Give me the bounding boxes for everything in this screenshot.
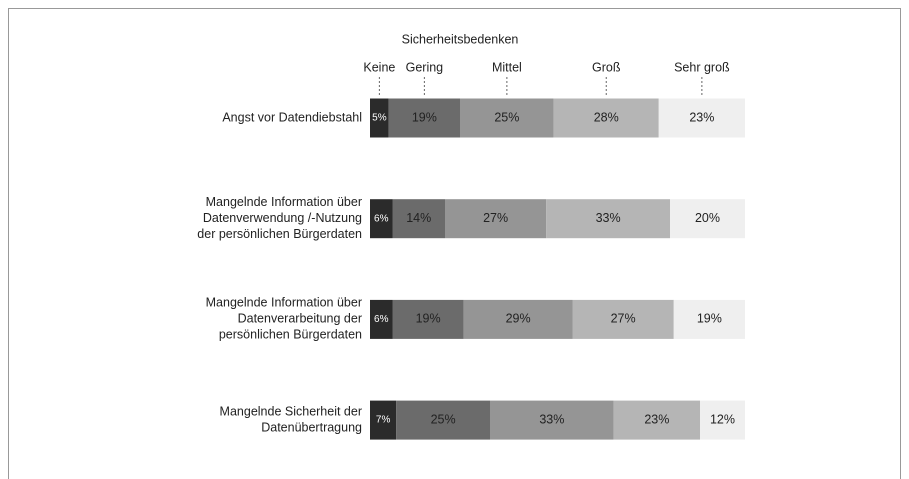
category-label: Mangelnde Sicherheit der — [220, 404, 362, 418]
value-label: 29% — [506, 312, 531, 326]
bar-segment — [370, 299, 393, 339]
value-label: 27% — [483, 211, 508, 225]
frame — [8, 8, 901, 479]
value-label: 25% — [494, 110, 519, 124]
value-label: 19% — [697, 312, 722, 326]
bar-segment — [700, 400, 745, 440]
bar-segment — [546, 199, 670, 239]
legend-label: Groß — [592, 60, 621, 74]
bar-segment — [396, 400, 490, 440]
bar-segment — [463, 299, 573, 339]
value-label: 20% — [695, 211, 720, 225]
category-label: Datenübertragung — [261, 420, 362, 434]
category-label: Mangelnde Information über — [206, 195, 362, 209]
value-label: 12% — [710, 412, 735, 426]
bar-segment — [613, 400, 700, 440]
value-label: 6% — [374, 314, 389, 325]
bar-segment — [490, 400, 614, 440]
legend-label: Gering — [406, 60, 444, 74]
value-label: 23% — [644, 412, 669, 426]
bar-segment — [670, 199, 745, 239]
legend-label: Keine — [363, 60, 395, 74]
legend-title: Sicherheitsbedenken — [402, 32, 519, 46]
category-label: Angst vor Datendiebstahl — [222, 110, 362, 124]
bar-segment — [673, 299, 745, 339]
bar-segment — [388, 98, 460, 138]
value-label: 7% — [376, 415, 391, 426]
bar-segment — [370, 400, 397, 440]
value-label: 14% — [406, 211, 431, 225]
bar-segment — [392, 199, 445, 239]
value-label: 25% — [431, 412, 456, 426]
value-label: 6% — [374, 213, 389, 224]
value-label: 33% — [596, 211, 621, 225]
bar-segment — [658, 98, 745, 138]
value-label: 23% — [689, 110, 714, 124]
legend-label: Sehr groß — [674, 60, 730, 74]
bar-segment — [460, 98, 554, 138]
value-label: 19% — [412, 110, 437, 124]
legend-label: Mittel — [492, 60, 522, 74]
value-label: 27% — [611, 312, 636, 326]
value-label: 28% — [594, 110, 619, 124]
category-label: Datenverarbeitung der — [238, 312, 362, 326]
bar-segment — [445, 199, 547, 239]
category-label: Datenverwendung /-Nutzung — [203, 211, 362, 225]
category-label: der persönlichen Bürgerdaten — [197, 227, 362, 241]
bar-segment — [370, 199, 393, 239]
bar-segment — [553, 98, 659, 138]
value-label: 5% — [372, 113, 387, 124]
category-label: Mangelnde Information über — [206, 296, 362, 310]
category-label: persönlichen Bürgerdaten — [219, 328, 362, 342]
bar-segment — [572, 299, 674, 339]
value-label: 33% — [539, 412, 564, 426]
bar-segment — [370, 98, 389, 138]
bar-segment — [392, 299, 464, 339]
value-label: 19% — [416, 312, 441, 326]
